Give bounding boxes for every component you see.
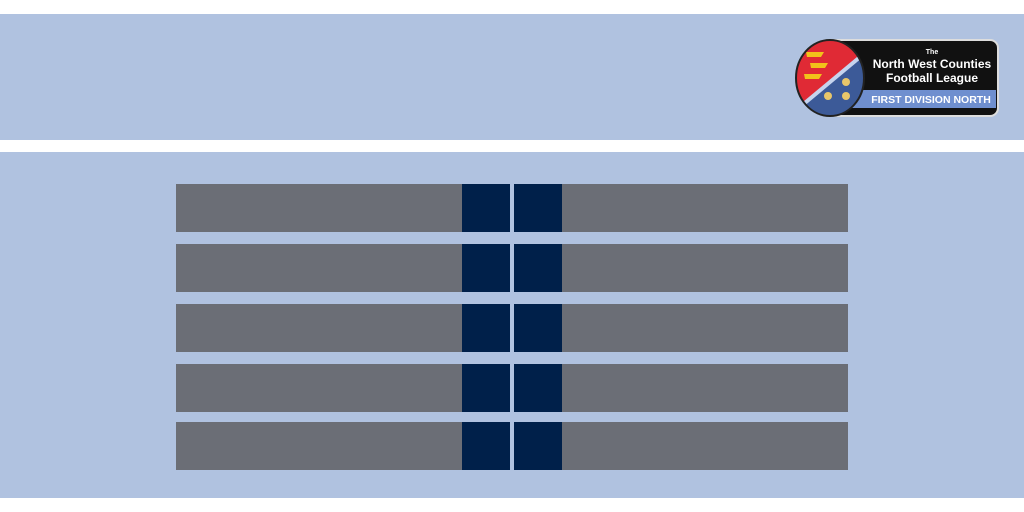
league-logo: The North West Counties Football League … xyxy=(795,39,999,117)
logo-name: Football League xyxy=(886,71,978,85)
home-score-box xyxy=(462,304,510,352)
home-score-box xyxy=(462,422,510,470)
logo-small-text: The xyxy=(926,49,939,56)
crest xyxy=(796,40,864,116)
fixtures-band xyxy=(0,152,1024,498)
away-team-box xyxy=(562,422,848,470)
away-team-box xyxy=(562,364,848,412)
crest-border xyxy=(795,39,865,117)
logo-division: FIRST DIVISION NORTH xyxy=(871,94,991,106)
away-score-box xyxy=(514,364,562,412)
away-score-box xyxy=(514,244,562,292)
home-team-box xyxy=(176,304,462,352)
away-team-box xyxy=(562,304,848,352)
away-team-box xyxy=(562,244,848,292)
home-team-box xyxy=(176,244,462,292)
away-score-box xyxy=(514,422,562,470)
home-team-box xyxy=(176,364,462,412)
home-team-box xyxy=(176,422,462,470)
fixture-rows xyxy=(176,184,848,470)
away-score-box xyxy=(514,304,562,352)
home-score-box xyxy=(462,244,510,292)
home-score-box xyxy=(462,184,510,232)
division-bar xyxy=(846,90,996,108)
away-score-box xyxy=(514,184,562,232)
away-team-box xyxy=(562,184,848,232)
home-team-box xyxy=(176,184,462,232)
logo-name: North West Counties xyxy=(873,57,992,71)
home-score-box xyxy=(462,364,510,412)
